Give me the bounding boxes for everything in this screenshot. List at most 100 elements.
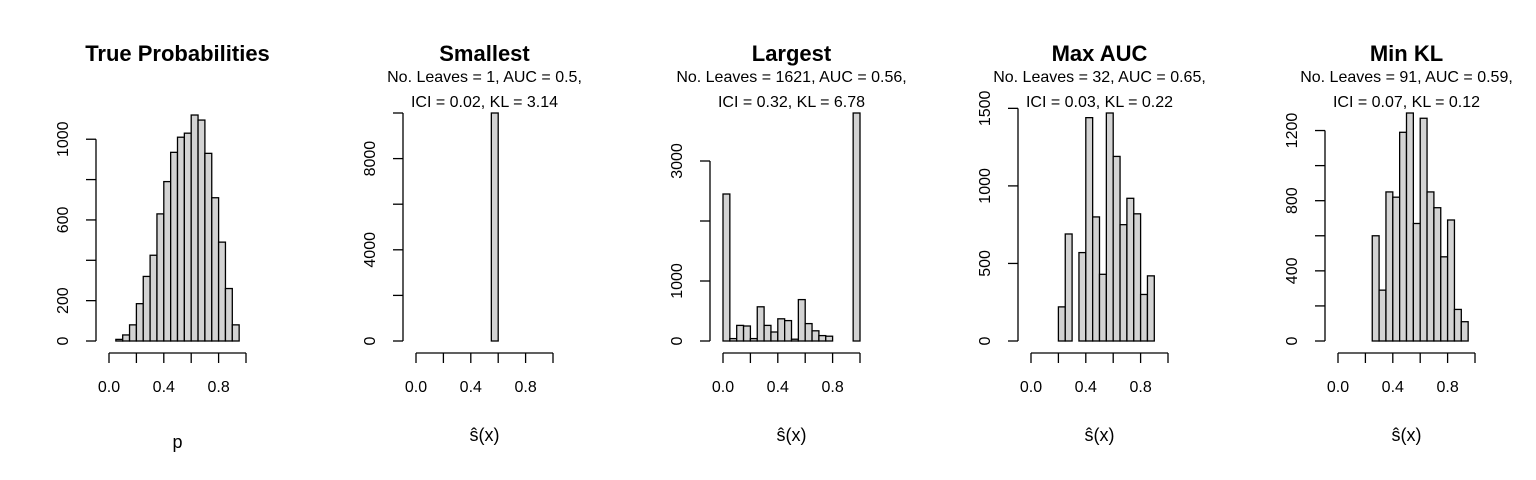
histogram-bar — [790, 338, 799, 342]
histogram-bar — [1399, 131, 1408, 342]
histogram-bar — [490, 112, 499, 342]
histogram-bar — [1378, 289, 1387, 342]
histogram-bar — [784, 319, 793, 342]
panel-subtitle-line: No. Leaves = 32, AUC = 0.65, — [993, 69, 1206, 86]
histogram-bar — [163, 180, 172, 342]
histogram-bar — [1419, 117, 1428, 342]
panel-5: Min KL No. Leaves = 91, AUC = 0.59, ICI = … — [1284, 41, 1513, 445]
histogram-bar — [128, 324, 138, 342]
x-tick-label: 0.8 — [821, 379, 843, 396]
y-tick-label: 3000 — [669, 143, 686, 179]
x-tick-label: 0.4 — [1382, 379, 1404, 396]
y-tick-label: 4000 — [362, 232, 379, 268]
histogram-bar — [1460, 321, 1469, 342]
y-tick-label: 400 — [1284, 257, 1301, 284]
histogram-bar — [825, 335, 834, 342]
histogram-bar — [1105, 112, 1114, 342]
x-axis-label: ŝ(x) — [470, 425, 500, 445]
histogram-bar — [811, 330, 820, 342]
x-axis-label: ŝ(x) — [1085, 425, 1115, 445]
panel-1: True Probabilities 0.0 0.4 0.8 0 200 600 1000 p — [55, 41, 270, 452]
histogram-bar — [1405, 112, 1414, 342]
x-tick-label: 0.0 — [712, 379, 734, 396]
histogram-bar — [1085, 117, 1094, 342]
histogram-bar — [197, 119, 206, 342]
histogram-bar — [1139, 293, 1149, 342]
histogram-bar — [142, 275, 151, 342]
panel-title: True Probabilities — [85, 41, 270, 66]
y-tick-label: 800 — [1284, 187, 1301, 214]
panel-title: Max AUC — [1052, 41, 1148, 66]
histogram-bar — [135, 303, 144, 342]
histogram-bar — [1392, 196, 1401, 342]
x-tick-label: 0.4 — [460, 379, 482, 396]
histogram-bar — [818, 334, 827, 342]
y-tick-label: 1000 — [669, 263, 686, 299]
histogram-bar — [1453, 308, 1462, 342]
histogram-bar — [1433, 207, 1442, 342]
histogram-bar — [1112, 155, 1121, 342]
histogram-bar — [777, 318, 786, 342]
x-tick-label: 0.0 — [98, 379, 120, 396]
histogram-bar — [1098, 273, 1107, 342]
histogram-bar — [749, 337, 758, 342]
y-tick-label: 600 — [55, 206, 72, 233]
y-tick-label: 1200 — [1284, 113, 1301, 149]
histogram-bar — [211, 197, 220, 342]
y-tick-label: 200 — [55, 287, 72, 314]
y-tick-label: 500 — [977, 250, 994, 277]
histogram-bar — [149, 254, 158, 342]
histogram-bar — [1119, 224, 1128, 342]
x-tick-label: 0.0 — [405, 379, 427, 396]
histogram-bar — [1446, 219, 1456, 342]
y-tick-label: 0 — [362, 336, 379, 345]
panel-title: Smallest — [439, 41, 530, 66]
panel-subtitle-line: ICI = 0.07, KL = 0.12 — [1333, 94, 1480, 111]
panel-subtitle-line: ICI = 0.02, KL = 3.14 — [411, 94, 558, 111]
histogram-bar — [115, 338, 124, 342]
x-tick-label: 0.4 — [1075, 379, 1097, 396]
x-tick-label: 0.8 — [207, 379, 229, 396]
histogram-bar — [1126, 197, 1135, 342]
x-tick-label: 0.0 — [1020, 379, 1042, 396]
x-axis-label: ŝ(x) — [777, 425, 807, 445]
y-tick-label: 0 — [1284, 336, 1301, 345]
histogram-bar — [804, 322, 813, 342]
histogram-bar — [852, 112, 861, 342]
histogram-bar — [763, 324, 772, 342]
x-tick-label: 0.4 — [767, 379, 789, 396]
histogram-bar — [169, 151, 179, 342]
histogram-bar — [1064, 233, 1073, 342]
histogram-bar — [1092, 216, 1101, 342]
x-tick-label: 0.8 — [1436, 379, 1458, 396]
histogram-bar — [1371, 235, 1380, 342]
panel-subtitle-line: ICI = 0.32, KL = 6.78 — [718, 94, 865, 111]
histogram-bar — [183, 132, 192, 342]
x-tick-label: 0.0 — [1327, 379, 1349, 396]
histogram-bar — [756, 306, 765, 342]
histogram-bar — [770, 331, 779, 342]
histogram-bar — [722, 193, 731, 342]
histogram-bar — [231, 324, 240, 342]
histogram-bar — [217, 241, 227, 342]
histogram-bar — [176, 136, 185, 342]
panel-subtitle-line: ICI = 0.03, KL = 0.22 — [1026, 94, 1173, 111]
x-axis-label: p — [172, 432, 182, 452]
histogram-bar — [1057, 306, 1066, 342]
panel-title: Largest — [752, 41, 832, 66]
histogram-bar — [736, 324, 745, 342]
histogram-bar — [122, 334, 131, 342]
y-tick-label: 1500 — [977, 90, 994, 126]
y-tick-label: 1000 — [977, 168, 994, 204]
y-tick-label: 8000 — [362, 141, 379, 177]
panel-subtitle-line: No. Leaves = 1, AUC = 0.5, — [387, 69, 582, 86]
x-tick-label: 0.4 — [153, 379, 175, 396]
histogram-bar — [156, 213, 165, 342]
histogram-bar — [224, 287, 233, 342]
histogram-bar — [797, 298, 806, 342]
histogram-bar — [729, 337, 738, 342]
panel-subtitle-line: No. Leaves = 1621, AUC = 0.56, — [676, 69, 906, 86]
histogram-bar — [1426, 191, 1435, 342]
x-tick-label: 0.8 — [1129, 379, 1151, 396]
